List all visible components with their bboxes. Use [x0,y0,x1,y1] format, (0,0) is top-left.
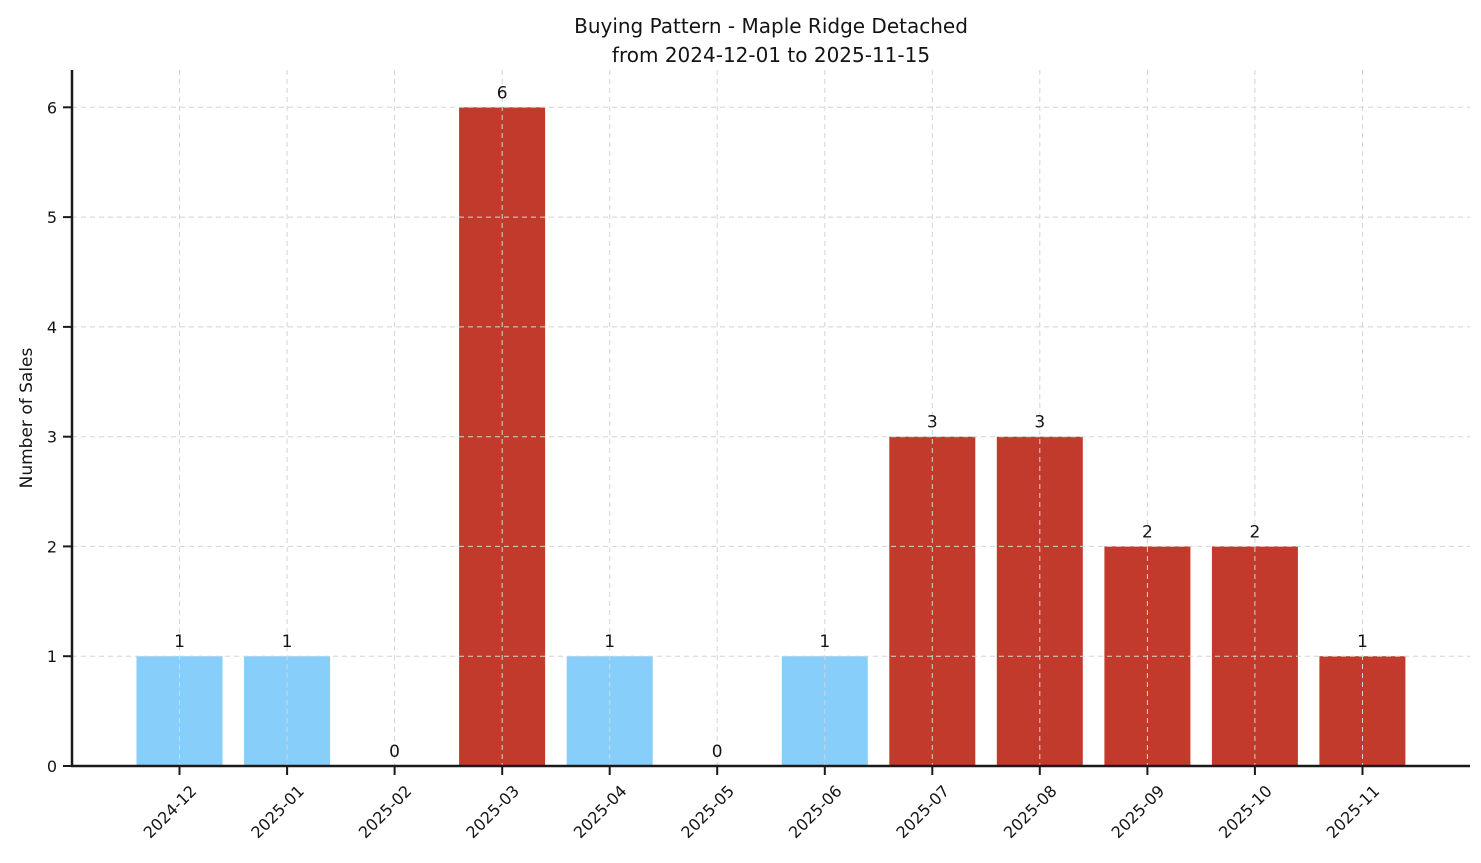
y-tick-label: 5 [47,208,57,227]
bar-value-label: 6 [497,83,508,103]
x-tick-label: 2024-12 [140,781,201,842]
y-tick-label: 2 [47,537,57,556]
bar-value-label: 1 [819,632,830,652]
x-tick-label: 2025-08 [1000,781,1061,842]
x-tick-label: 2025-09 [1108,781,1169,842]
bar-value-label: 3 [1034,413,1045,433]
bar-value-label: 1 [282,632,293,652]
bar-value-label: 1 [174,632,185,652]
x-tick-label: 2025-05 [677,781,738,842]
bar-value-label: 0 [389,742,400,762]
chart-title-block: Buying Pattern - Maple Ridge Detached fr… [72,12,1470,70]
bar-value-label: 0 [712,742,723,762]
y-axis-label: Number of Sales [17,347,37,489]
bar-value-label: 1 [1357,632,1368,652]
x-tick-label: 2025-03 [462,781,523,842]
x-tick-label: 2025-07 [892,781,953,842]
x-tick-label: 2025-10 [1215,781,1276,842]
y-tick-label: 1 [47,647,57,666]
x-tick-label: 2025-11 [1323,781,1384,842]
bar-value-label: 3 [927,413,938,433]
y-tick-label: 3 [47,428,57,447]
chart-subtitle: from 2024-12-01 to 2025-11-15 [611,43,931,67]
y-tick-label: 4 [47,318,57,337]
bar-value-label: 2 [1249,522,1260,542]
y-tick-label: 0 [47,757,57,776]
x-tick-label: 2025-06 [785,781,846,842]
x-tick-label: 2025-01 [247,781,308,842]
chart-title: Buying Pattern - Maple Ridge Detached [574,14,968,38]
x-tick-label: 2025-04 [570,781,631,842]
bar-value-label: 1 [604,632,615,652]
y-tick-label: 6 [47,98,57,117]
bar-value-label: 2 [1142,522,1153,542]
x-tick-label: 2025-02 [355,781,416,842]
